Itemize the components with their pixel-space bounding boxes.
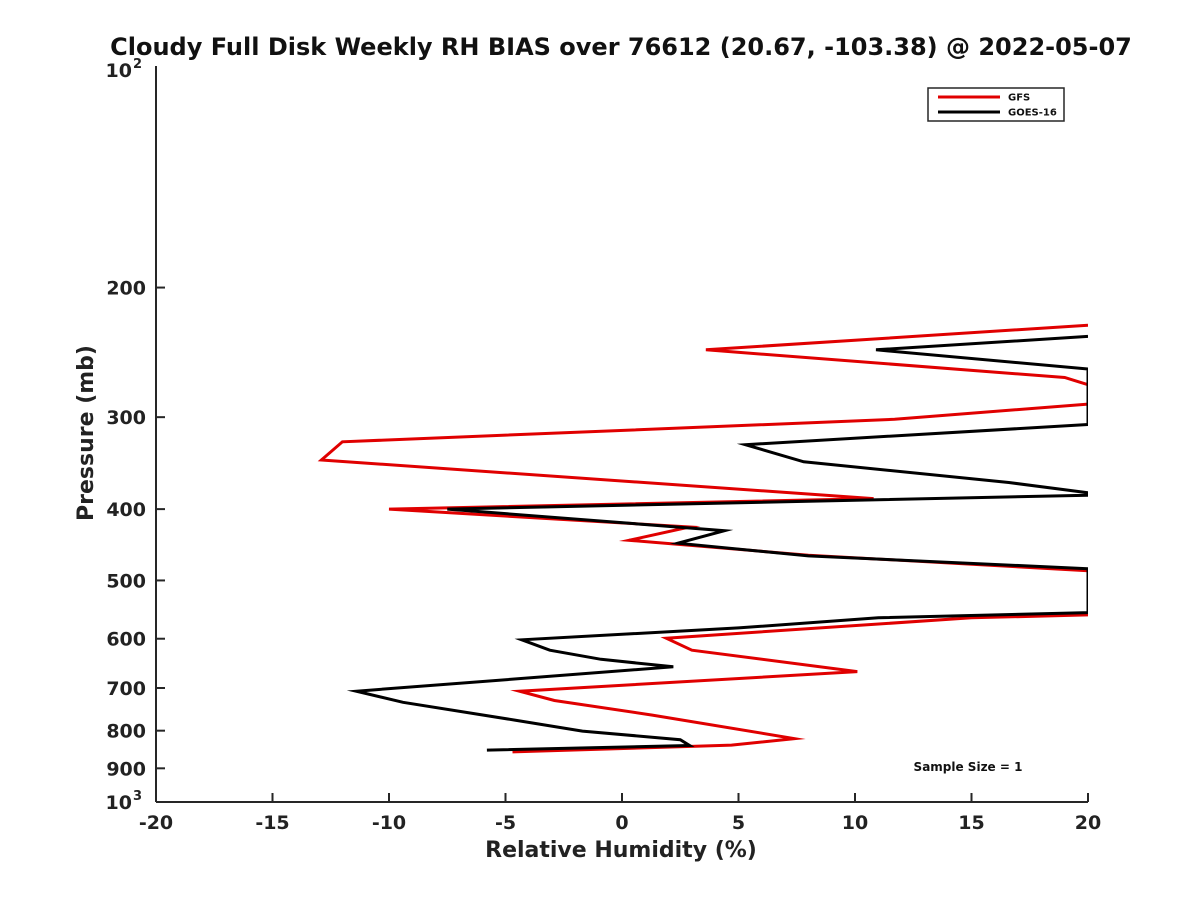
legend-label: GOES-16 bbox=[1008, 108, 1057, 119]
x-tick-label: -5 bbox=[495, 812, 516, 834]
y-tick-label: 600 bbox=[106, 629, 146, 651]
series-layer bbox=[317, 323, 1088, 754]
y-tick-label: 800 bbox=[106, 721, 146, 743]
x-tick-label: 20 bbox=[1075, 812, 1101, 834]
sample-size-annotation: Sample Size = 1 bbox=[914, 760, 1023, 774]
series-line-gfs bbox=[317, 323, 1088, 754]
x-tick-label: 10 bbox=[842, 812, 868, 834]
chart-title: Cloudy Full Disk Weekly RH BIAS over 766… bbox=[110, 33, 1132, 61]
x-tick-label: -20 bbox=[139, 812, 173, 834]
x-axis-ticks: -20 -15 -10 -5 0 5 10 15 20 bbox=[139, 793, 1101, 834]
x-tick-label: 0 bbox=[615, 812, 628, 834]
y-tick-label: 900 bbox=[106, 758, 146, 780]
y-top-label-exponent: 2 bbox=[133, 57, 142, 72]
y-bottom-label-exponent: 3 bbox=[133, 789, 142, 804]
y-top-label: 10 2 bbox=[106, 57, 143, 82]
x-tick-label: -15 bbox=[255, 812, 289, 834]
y-tick-label: 700 bbox=[106, 678, 146, 700]
y-tick-label: 400 bbox=[106, 499, 146, 521]
y-bottom-label: 10 3 bbox=[106, 789, 143, 814]
x-tick-label: 5 bbox=[732, 812, 745, 834]
x-tick-label: -10 bbox=[372, 812, 406, 834]
legend-label: GFS bbox=[1008, 93, 1030, 104]
legend: GFS GOES-16 bbox=[927, 87, 1065, 122]
y-top-label-base: 10 bbox=[106, 60, 132, 82]
y-tick-label: 300 bbox=[106, 407, 146, 429]
x-axis-label: Relative Humidity (%) bbox=[485, 838, 757, 863]
y-axis-label: Pressure (mb) bbox=[74, 345, 99, 521]
x-tick-label: 15 bbox=[958, 812, 984, 834]
y-tick-label: 500 bbox=[106, 570, 146, 592]
legend-box bbox=[927, 87, 1065, 122]
y-tick-label: 200 bbox=[106, 278, 146, 300]
y-bottom-label-base: 10 bbox=[106, 792, 132, 814]
series-line-goes-16 bbox=[346, 334, 1088, 752]
